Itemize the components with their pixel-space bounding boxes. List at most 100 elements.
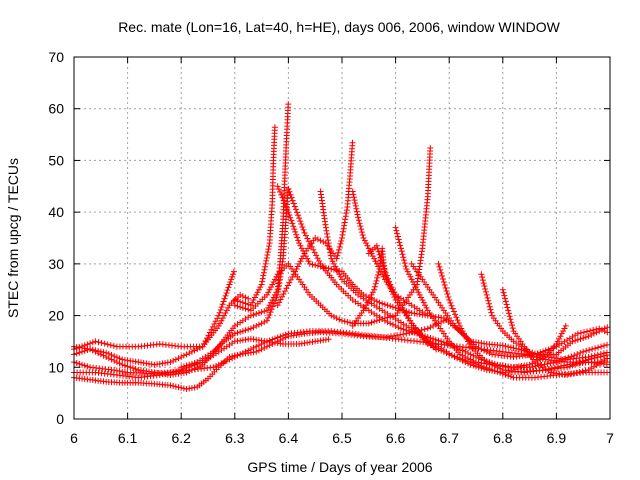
data-point: [577, 329, 584, 336]
data-point: [79, 348, 86, 355]
data-point: [285, 101, 292, 108]
data-point: [396, 239, 403, 246]
data-point: [290, 223, 297, 230]
data-point: [505, 372, 512, 379]
data-point: [454, 354, 461, 361]
data-point: [369, 253, 376, 260]
data-point: [361, 237, 368, 244]
data-point: [527, 352, 534, 359]
data-point: [534, 351, 541, 358]
data-point: [380, 263, 387, 270]
data-point: [306, 260, 313, 267]
data-point: [349, 139, 356, 146]
data-point: [247, 346, 254, 353]
data-point: [334, 252, 341, 259]
data-point: [333, 255, 340, 262]
data-point: [245, 295, 252, 302]
data-point: [219, 315, 226, 322]
data-point: [480, 280, 487, 287]
data-point: [368, 319, 375, 326]
data-point: [485, 297, 492, 304]
data-point: [255, 321, 262, 328]
data-point: [358, 229, 365, 236]
data-point: [73, 350, 80, 357]
data-point: [481, 283, 488, 290]
data-point: [380, 273, 387, 280]
data-point: [287, 214, 294, 221]
data-point: [357, 223, 364, 230]
data-point: [245, 347, 252, 354]
series-arc-8: [274, 139, 356, 309]
data-point: [439, 275, 446, 282]
data-point: [596, 325, 603, 332]
data-point: [188, 384, 195, 391]
data-point: [577, 335, 584, 342]
data-point: [172, 383, 179, 390]
data-point: [349, 188, 356, 195]
data-point: [449, 305, 456, 312]
data-point: [446, 351, 453, 358]
data-point: [279, 194, 286, 201]
data-point: [223, 307, 230, 314]
data-point: [167, 382, 174, 389]
x-tick-label: 6.6: [386, 430, 406, 446]
data-point: [508, 319, 515, 326]
data-point: [225, 284, 232, 291]
data-point: [261, 266, 268, 273]
data-point: [443, 350, 450, 357]
data-point: [531, 350, 538, 357]
data-point: [363, 240, 370, 247]
data-point: [292, 228, 299, 235]
data-point: [284, 282, 291, 289]
data-point: [258, 346, 265, 353]
data-point: [505, 343, 512, 350]
data-point: [556, 335, 563, 342]
data-point: [272, 297, 279, 304]
data-point: [603, 359, 610, 366]
data-point: [406, 309, 412, 316]
data-point: [502, 298, 509, 305]
data-point: [482, 285, 489, 292]
data-point: [399, 251, 406, 258]
data-point: [439, 272, 446, 279]
data-point: [263, 257, 270, 264]
data-point: [356, 220, 363, 227]
data-point: [245, 306, 252, 313]
data-point: [267, 284, 274, 291]
data-point: [205, 332, 212, 339]
data-point: [285, 185, 292, 192]
data-point: [239, 293, 246, 300]
data-point: [499, 342, 506, 349]
data-point: [257, 284, 264, 291]
data-point: [582, 334, 589, 341]
data-point: [284, 206, 291, 213]
data-point: [582, 367, 589, 374]
data-point: [180, 352, 187, 359]
data-point: [373, 242, 380, 249]
data-point: [285, 209, 292, 216]
data-point: [482, 288, 489, 295]
data-point: [76, 349, 83, 356]
data-point: [381, 315, 388, 322]
data-point: [372, 258, 379, 265]
data-point: [312, 235, 319, 241]
data-point: [311, 249, 318, 256]
data-point: [376, 251, 383, 258]
data-point: [269, 297, 276, 304]
data-point: [104, 341, 111, 348]
data-point: [286, 188, 293, 195]
data-point: [281, 200, 288, 207]
data-point: [364, 242, 371, 249]
data-point: [175, 355, 182, 362]
data-point: [591, 352, 598, 359]
x-tick-label: 6.8: [493, 430, 513, 446]
data-point: [376, 266, 383, 273]
data-point: [242, 348, 249, 355]
data-point: [381, 301, 388, 308]
data-point: [435, 260, 442, 267]
data-point: [483, 359, 490, 366]
data-point: [324, 233, 331, 240]
data-point: [214, 315, 221, 322]
data-point: [504, 304, 511, 311]
x-axis-label: GPS time / Days of year 2006: [247, 459, 432, 475]
